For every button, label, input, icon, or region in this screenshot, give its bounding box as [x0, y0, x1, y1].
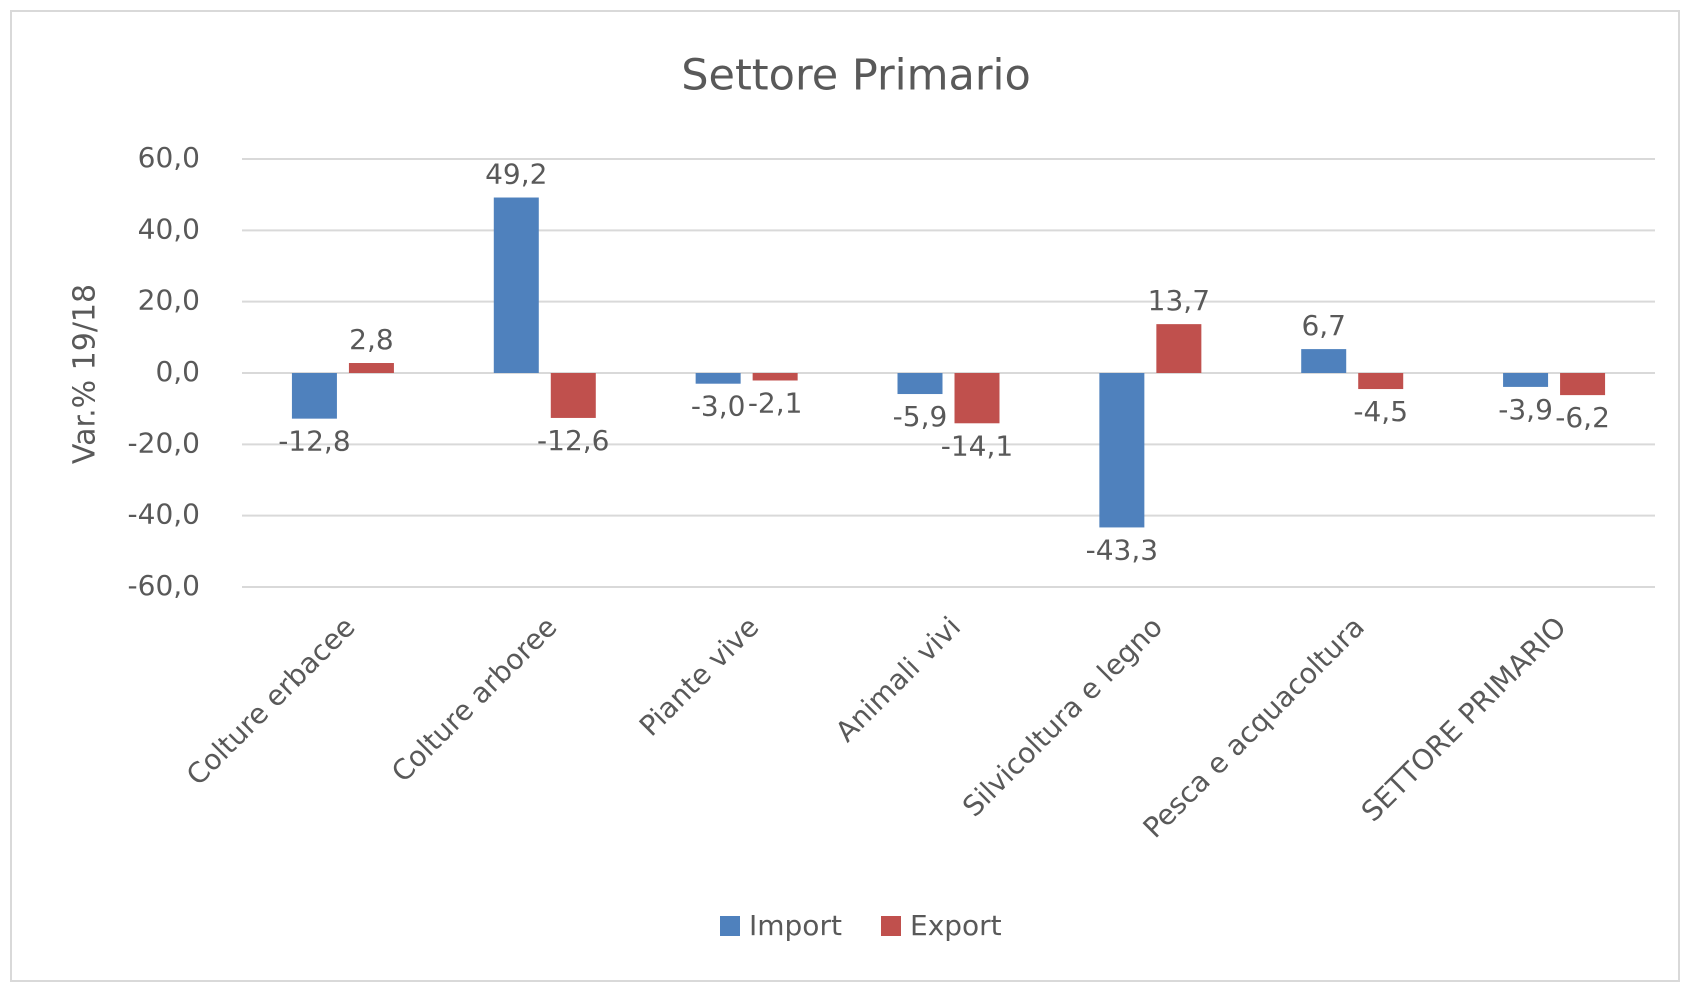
bar: [1099, 373, 1145, 528]
legend-label: Export: [910, 909, 1002, 942]
data-label: -5,9: [893, 400, 948, 433]
data-label: -12,6: [537, 424, 609, 457]
data-label: -3,9: [1498, 393, 1553, 426]
data-label: -43,3: [1086, 533, 1158, 566]
bar: [1156, 324, 1202, 373]
bar: [695, 373, 741, 384]
y-tick-label: 40,0: [138, 212, 200, 245]
data-label: -4,5: [1353, 395, 1408, 428]
y-tick-label: -40,0: [128, 498, 200, 531]
bar: [1301, 349, 1347, 373]
bar: [550, 373, 596, 418]
data-label: -6,2: [1555, 401, 1610, 434]
chart-title: Settore Primario: [681, 51, 1031, 101]
legend-label: Import: [749, 909, 842, 942]
data-label: -14,1: [941, 429, 1013, 462]
legend-swatch: [881, 916, 901, 936]
bar: [348, 363, 394, 373]
legend-swatch: [720, 916, 740, 936]
bar: [1503, 373, 1549, 387]
bar: [493, 197, 539, 373]
y-tick-label: -60,0: [128, 569, 200, 602]
data-label: -2,1: [748, 386, 803, 419]
y-tick-label: 0,0: [155, 355, 200, 388]
bar: [291, 373, 337, 419]
data-label: 13,7: [1148, 284, 1210, 317]
chart-border: [10, 10, 1680, 982]
bar: [1358, 373, 1404, 390]
bar: [954, 373, 1000, 424]
data-label: 49,2: [485, 158, 547, 191]
data-label: 6,7: [1301, 309, 1346, 342]
data-label: -3,0: [691, 390, 746, 423]
data-label: 2,8: [349, 323, 394, 356]
y-axis-label: Var.% 19/18: [68, 284, 103, 464]
data-label: -12,8: [278, 425, 350, 458]
bar: [1560, 373, 1606, 396]
y-tick-label: 60,0: [138, 141, 200, 174]
y-tick-label: -20,0: [128, 426, 200, 459]
y-tick-label: 20,0: [138, 284, 200, 317]
bar: [897, 373, 943, 395]
bar: [752, 373, 798, 381]
